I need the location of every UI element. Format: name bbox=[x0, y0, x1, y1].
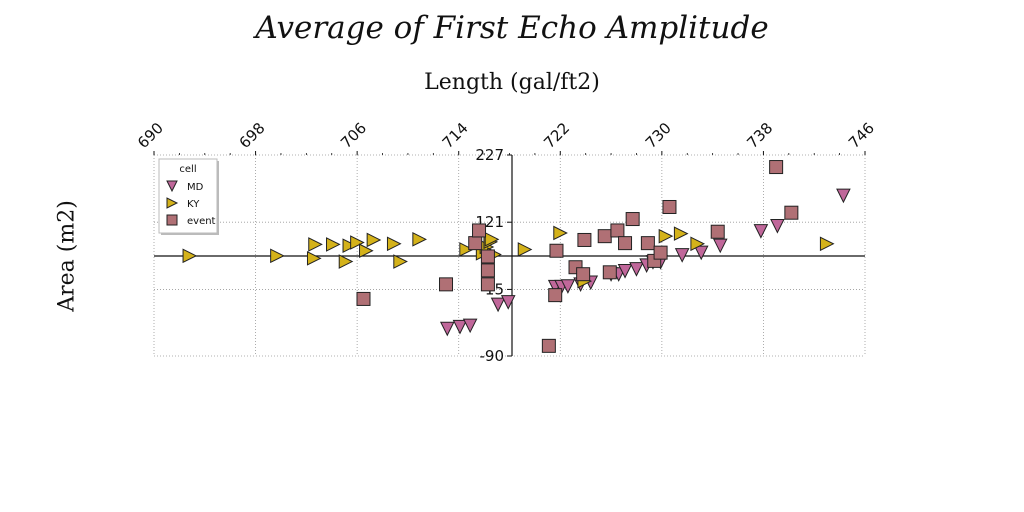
point-md bbox=[629, 262, 644, 277]
point-event bbox=[602, 265, 617, 280]
point-ky bbox=[517, 242, 533, 257]
point-ky bbox=[306, 251, 322, 266]
x-tick-label: 706 bbox=[337, 119, 370, 152]
point-event bbox=[576, 267, 591, 282]
point-event bbox=[662, 199, 677, 214]
point-ky bbox=[270, 248, 285, 264]
legend-label-md: MD bbox=[187, 182, 204, 193]
point-md bbox=[693, 245, 709, 261]
chart-title: Average of First Echo Amplitude bbox=[255, 10, 769, 46]
point-md bbox=[617, 264, 633, 279]
point-ky bbox=[350, 235, 365, 250]
point-event bbox=[640, 236, 655, 251]
point-ky bbox=[366, 232, 382, 248]
point-event bbox=[480, 277, 495, 292]
x-tick-label: 714 bbox=[439, 119, 472, 152]
point-md bbox=[753, 224, 769, 239]
point-event bbox=[548, 288, 563, 303]
point-ky bbox=[690, 236, 706, 252]
point-ky bbox=[359, 243, 374, 259]
point-event bbox=[610, 223, 625, 238]
point-ky bbox=[553, 225, 568, 241]
point-event bbox=[356, 291, 371, 306]
x-tick-label: 730 bbox=[642, 119, 675, 152]
x-tick-label: 738 bbox=[743, 119, 776, 152]
x-tick-label: 722 bbox=[540, 119, 573, 152]
point-event bbox=[784, 205, 799, 220]
point-event bbox=[618, 236, 633, 251]
x-axis-label: Length (gal/ft2) bbox=[424, 70, 600, 95]
point-event bbox=[480, 263, 495, 278]
point-ky bbox=[182, 248, 198, 264]
point-md bbox=[560, 279, 576, 294]
point-md bbox=[452, 319, 468, 335]
point-ky bbox=[658, 228, 674, 244]
point-event bbox=[625, 212, 640, 227]
legend-marker-md bbox=[166, 180, 178, 193]
point-md bbox=[462, 318, 478, 334]
point-event bbox=[577, 232, 592, 247]
y-tick-label: 227 bbox=[475, 146, 504, 164]
legend-label-event: event bbox=[187, 216, 216, 227]
legend-marker-ky bbox=[166, 197, 179, 209]
legend-title: cell bbox=[179, 164, 196, 175]
point-event bbox=[653, 245, 668, 260]
point-ky bbox=[386, 236, 402, 252]
point-md bbox=[836, 188, 851, 204]
point-ky bbox=[484, 232, 500, 247]
point-ky bbox=[819, 236, 835, 252]
point-ky bbox=[338, 254, 354, 269]
x-tick-label: 698 bbox=[236, 119, 269, 152]
point-ky bbox=[326, 237, 341, 252]
x-tick-label: 746 bbox=[845, 119, 878, 152]
point-event bbox=[710, 224, 725, 239]
point-event bbox=[439, 277, 454, 292]
point-ky bbox=[459, 242, 474, 257]
point-event bbox=[769, 160, 784, 175]
point-ky bbox=[342, 238, 358, 253]
point-md bbox=[712, 238, 728, 254]
point-md bbox=[439, 321, 455, 337]
y-tick-label: -90 bbox=[480, 347, 505, 365]
point-md bbox=[770, 219, 785, 234]
point-event bbox=[480, 249, 495, 264]
point-ky bbox=[412, 232, 427, 247]
point-md bbox=[500, 295, 516, 310]
point-event bbox=[541, 338, 556, 353]
point-ky bbox=[393, 254, 408, 269]
point-ky bbox=[308, 237, 323, 252]
legend-marker-event bbox=[166, 214, 178, 226]
legend-label-ky: KY bbox=[187, 199, 200, 210]
point-event bbox=[549, 243, 564, 258]
point-md bbox=[490, 297, 506, 313]
point-event bbox=[472, 223, 487, 238]
x-tick-label: 690 bbox=[134, 119, 167, 152]
point-event bbox=[468, 236, 483, 251]
point-event bbox=[597, 229, 612, 244]
point-md bbox=[674, 248, 690, 263]
point-ky bbox=[673, 226, 689, 241]
